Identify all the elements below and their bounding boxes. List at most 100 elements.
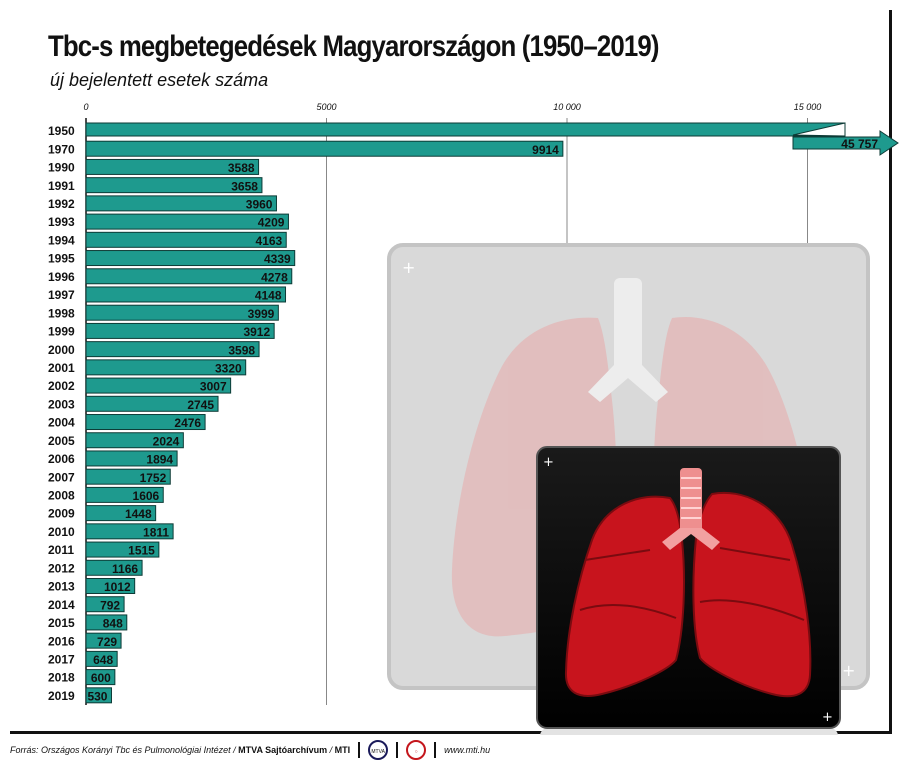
bar (85, 596, 125, 613)
front-panel-shadow (540, 728, 838, 735)
category-label: 2009 (48, 507, 75, 521)
category-label: 1994 (48, 233, 75, 247)
front-right-lung (692, 491, 812, 698)
value-label: 1166 (112, 562, 138, 576)
back-bronchi (588, 365, 668, 402)
mtva-logo-icon: MTVA (368, 740, 389, 760)
category-label: 2004 (48, 416, 75, 430)
value-label: 1752 (140, 471, 167, 485)
archive-text: MTVA Sajtóarchívum (238, 745, 328, 755)
front-trachea (680, 468, 702, 532)
value-label: 792 (100, 598, 120, 612)
category-label: 2005 (48, 434, 75, 448)
value-label: 600 (91, 671, 111, 685)
slash-separator: / (327, 745, 335, 755)
x-tick-label: 5000 (316, 102, 336, 112)
category-label: 2000 (48, 343, 75, 357)
value-label: 848 (103, 617, 123, 631)
bar (85, 395, 219, 412)
source-text: Forrás: Országos Korányi Tbc és Pulmonol… (10, 745, 231, 755)
category-label: 1997 (48, 288, 75, 302)
bar (85, 177, 263, 194)
vertical-separator (396, 742, 399, 758)
category-label: 2016 (48, 634, 75, 648)
bar (85, 614, 128, 631)
value-label: 1606 (133, 489, 160, 503)
bar (85, 195, 277, 212)
bar (85, 632, 122, 649)
value-label: 3999 (248, 307, 275, 321)
chart-svg: + + + + 0 5000 10 000 15 000 1950 1970 1990 199… (48, 102, 899, 735)
bar (85, 505, 157, 522)
bar (85, 140, 564, 157)
bar-overflow-arrow (792, 130, 899, 156)
category-label: 2010 (48, 525, 75, 539)
value-label: 648 (93, 653, 113, 667)
x-tick-label: 10 000 (553, 102, 581, 112)
category-label: 2006 (48, 452, 75, 466)
category-label: 2002 (48, 379, 75, 393)
category-label: 1993 (48, 215, 75, 229)
bar (85, 650, 118, 667)
bar (85, 213, 289, 230)
front-left-lung (564, 495, 685, 697)
bar (85, 286, 287, 303)
x-tick-label: 15 000 (794, 102, 822, 112)
bar (85, 687, 112, 704)
category-label: 2018 (48, 671, 75, 685)
value-label: 2476 (174, 416, 201, 430)
frame-right-border (889, 10, 892, 731)
value-label: 530 (87, 689, 107, 703)
value-label: 3598 (228, 343, 255, 357)
category-label: 1992 (48, 197, 75, 211)
footer: Forrás: Országos Korányi Tbc és Pulmonol… (10, 740, 490, 760)
bar (85, 322, 275, 339)
category-label: 1950 (48, 124, 75, 138)
category-label: 2001 (48, 361, 75, 375)
value-label: 729 (97, 635, 117, 649)
category-label: 2014 (48, 598, 75, 612)
back-trachea (614, 278, 642, 370)
chart-title: Tbc-s megbetegedések Magyarországon (195… (48, 30, 659, 63)
bar (85, 122, 846, 137)
cross-mark: + (543, 455, 554, 470)
cross-mark: + (822, 710, 833, 725)
category-label: 2003 (48, 397, 75, 411)
lung-fissure (579, 547, 805, 621)
x-axis: 0 5000 10 000 15 000 1950 1970 1990 1991 1992 199… (48, 102, 822, 706)
bar (85, 341, 260, 358)
bar (85, 523, 174, 540)
value-label: 4209 (258, 216, 285, 230)
category-label: 2008 (48, 489, 75, 503)
category-label: 1970 (48, 142, 75, 156)
value-label: 2745 (187, 398, 214, 412)
value-label: 3912 (243, 325, 270, 339)
category-label: 2017 (48, 652, 75, 666)
value-label: 1515 (128, 544, 155, 558)
front-bronchi (662, 528, 720, 550)
bar (85, 268, 293, 285)
vertical-separator (434, 742, 437, 758)
mti-text: MTI (334, 745, 351, 755)
bar (85, 578, 136, 594)
category-label: 2011 (48, 543, 74, 557)
bar-break-mark (792, 122, 846, 137)
trachea-rings (681, 477, 701, 519)
website-link[interactable]: www.mti.hu (444, 745, 491, 755)
bar (85, 541, 160, 558)
category-label: 2019 (48, 689, 75, 703)
value-label: 3320 (215, 361, 242, 375)
bar (85, 669, 116, 686)
value-label: 9914 (532, 143, 559, 157)
value-label: 3960 (246, 197, 273, 211)
value-label: 1012 (104, 580, 131, 594)
mti-logo-icon: ○ (406, 740, 427, 760)
value-label: 1811 (143, 525, 169, 539)
category-label: 2013 (48, 580, 75, 594)
cross-mark: + (842, 661, 855, 680)
bar (85, 231, 287, 248)
bar (85, 486, 164, 503)
category-label: 2012 (48, 561, 75, 575)
category-label: 1999 (48, 325, 75, 339)
category-label: 2015 (48, 616, 75, 630)
